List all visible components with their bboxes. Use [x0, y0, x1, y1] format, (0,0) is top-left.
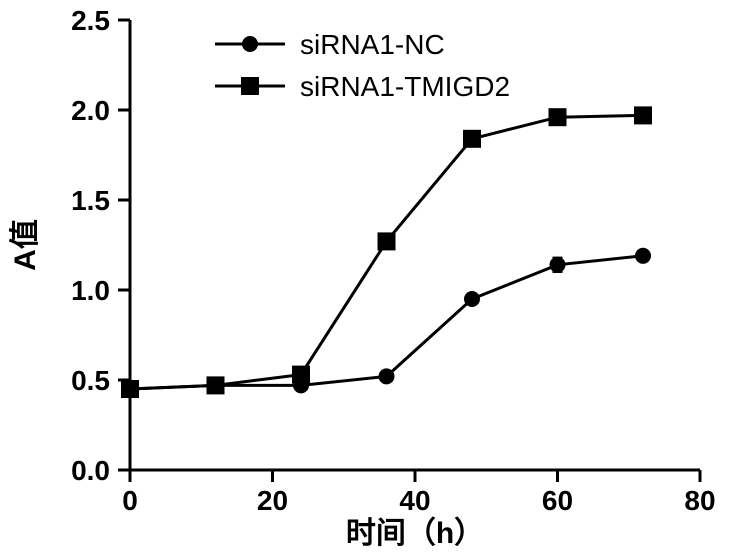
marker-square [292, 366, 310, 384]
marker-square [634, 106, 652, 124]
x-tick-label: 80 [684, 485, 715, 516]
marker-square [549, 108, 567, 126]
marker-square [207, 376, 225, 394]
chart-container: 0 20 40 60 80 0.0 0.5 1.0 1.5 2.0 2.5 时间（h） A值 siRNA1… [0, 0, 731, 553]
marker-circle [635, 248, 651, 264]
y-tick-label: 0.0 [71, 455, 110, 486]
y-tick-label: 1.0 [71, 275, 110, 306]
marker-circle [379, 368, 395, 384]
marker-square [463, 130, 481, 148]
line-chart: 0 20 40 60 80 0.0 0.5 1.0 1.5 2.0 2.5 时间（h） A值 siRNA1… [0, 0, 731, 553]
legend-label: siRNA1-NC [300, 29, 445, 60]
legend-marker-square [241, 77, 259, 95]
legend-label: siRNA1-TMIGD2 [300, 71, 510, 102]
marker-circle [464, 291, 480, 307]
y-tick-label: 0.5 [71, 365, 110, 396]
y-tick-label: 2.5 [71, 5, 110, 36]
x-axis-label: 时间（h） [346, 516, 484, 550]
y-tick-label: 1.5 [71, 185, 110, 216]
x-tick-label: 40 [399, 485, 430, 516]
legend-marker-circle [242, 36, 258, 52]
marker-square [378, 232, 396, 250]
x-tick-label: 0 [122, 485, 138, 516]
y-axis-label: A值 [9, 219, 42, 271]
x-tick-label: 60 [542, 485, 573, 516]
y-tick-label: 2.0 [71, 95, 110, 126]
marker-square [121, 380, 139, 398]
x-tick-label: 20 [257, 485, 288, 516]
marker-circle [550, 257, 566, 273]
